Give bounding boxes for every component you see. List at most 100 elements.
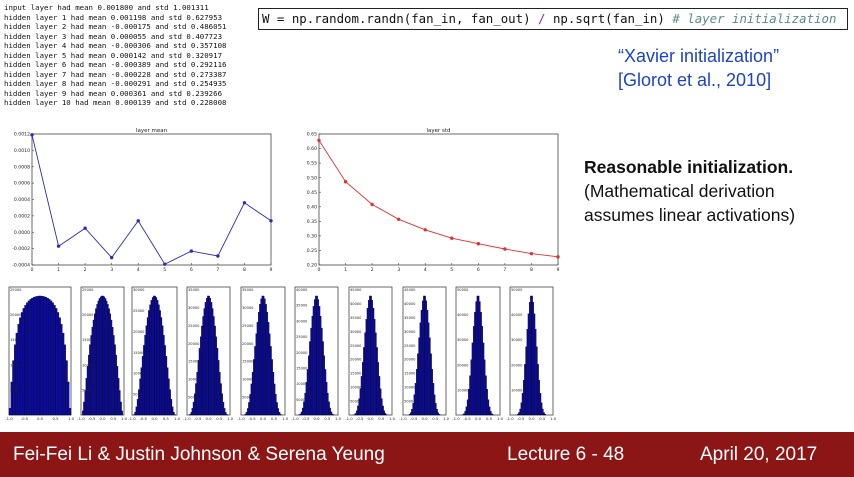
histogram-x-tick-label: 1.0 (227, 416, 234, 421)
histogram-x-tick-label: 0.0 (421, 416, 428, 421)
histogram-bar (161, 325, 164, 416)
histogram-bar (22, 308, 25, 416)
std-x-tick-label: 4 (424, 267, 427, 273)
histogram-bar (430, 353, 432, 416)
histogram-bar (143, 345, 145, 416)
histogram-bar (109, 313, 111, 416)
histogram-bar (364, 332, 366, 416)
histogram-bar (370, 295, 372, 416)
note-heading: Reasonable initialization. (584, 157, 794, 177)
histogram-bar (427, 322, 430, 416)
histogram-bar (114, 344, 116, 416)
histogram-y-tick-label: 25000 (350, 344, 362, 348)
histogram-bar (369, 295, 371, 416)
slide-footer: Fei-Fei Li & Justin Johnson & Serena Yeu… (0, 432, 854, 477)
histogram-bar (438, 414, 441, 416)
histogram-bar (365, 319, 368, 416)
histogram-y-tick-label: 5000 (296, 398, 306, 402)
std-data-point (396, 217, 401, 221)
mean-y-tick-label: 0.0006 (14, 181, 30, 187)
histogram-bar (306, 369, 309, 416)
histogram-bar (327, 392, 329, 416)
histogram-bar (200, 336, 202, 416)
histogram-bar (90, 335, 92, 416)
std-y-tick-label: 0.65 (307, 132, 317, 138)
std-x-tick-label: 8 (530, 267, 533, 273)
histogram-bar (521, 393, 524, 416)
histogram-y-tick-label: 20000 (457, 363, 469, 367)
histogram-bar (205, 297, 208, 416)
histogram-y-tick-label: 20000 (242, 342, 254, 346)
histogram-bar (148, 310, 150, 416)
histogram-y-tick-label: 20000 (188, 342, 200, 346)
histogram-bar (378, 376, 381, 416)
std-x-tick-label: 1 (344, 267, 347, 273)
histogram-x-tick-label: -0.5 (463, 416, 471, 421)
histogram-bar (356, 410, 358, 416)
histogram-y-tick-label: 40000 (457, 313, 469, 317)
histogram-y-tick-label: 20000 (350, 358, 362, 362)
histogram-bar (226, 414, 228, 416)
histogram-x-tick-label: -0.5 (140, 416, 148, 421)
histogram-bar (431, 369, 433, 416)
histogram-x-tick-label: -1.0 (452, 416, 460, 421)
histogram-bar (45, 297, 48, 416)
histogram-x-tick-label: -0.5 (88, 416, 96, 421)
histogram-x-tick-label: 0.0 (528, 416, 535, 421)
histogram-bar (538, 380, 540, 416)
histogram-x-tick-label: 1.0 (497, 416, 504, 421)
histogram-y-tick-label: 15000 (10, 338, 22, 342)
histogram-y-tick-label: 10000 (82, 363, 94, 367)
histogram-bar (213, 316, 215, 416)
histogram-x-tick-label: -1.0 (183, 416, 191, 421)
histogram-y-tick-label: 15000 (404, 372, 416, 376)
mean-x-tick-label: 8 (243, 267, 246, 273)
std-x-tick-label: 3 (397, 267, 400, 273)
histogram-bar (101, 295, 103, 416)
histogram-bar (360, 376, 363, 416)
histogram-y-tick-label: 35000 (404, 316, 416, 320)
histogram-bar (170, 399, 173, 416)
histogram-bar (420, 309, 423, 416)
std-y-tick-label: 0.20 (307, 263, 317, 269)
histogram-y-tick-label: 35000 (350, 316, 362, 320)
histogram-bar (155, 297, 158, 416)
std-data-point (556, 255, 560, 259)
histogram-bar (411, 408, 413, 416)
histogram-x-tick-label: 1.0 (550, 416, 557, 421)
histogram-bar (491, 413, 493, 416)
histogram-bar (203, 308, 206, 416)
histogram-bar (480, 311, 482, 416)
std-chart-title: layer std (426, 128, 450, 134)
histogram-x-tick-label: 0.5 (378, 416, 385, 421)
histogram-x-tick-label: -1.0 (237, 416, 245, 421)
code-operator: / (538, 11, 546, 26)
histogram-x-tick-label: -0.5 (248, 416, 256, 421)
histogram-x-tick-label: 0.0 (313, 416, 320, 421)
histogram-bar (115, 354, 117, 416)
histogram-bar (119, 390, 121, 416)
histogram-y-tick-label: 15000 (296, 366, 308, 370)
mean-data-point (269, 219, 273, 223)
histogram-bar (540, 402, 543, 416)
histogram-y-tick-label: 20000 (82, 313, 94, 317)
histogram-bar (207, 295, 209, 416)
histogram-bar (272, 372, 275, 416)
histogram-bar (219, 372, 221, 416)
mean-data-point (83, 226, 87, 230)
histogram-y-tick-label: 30000 (457, 338, 469, 342)
std-data-point (317, 138, 321, 143)
histogram-bar (223, 408, 226, 416)
histogram-bar (8, 408, 11, 416)
histogram-y-tick-label: 25000 (188, 324, 200, 328)
std-series-line (318, 140, 559, 258)
histogram-x-tick-label: 0.5 (110, 416, 117, 421)
footer-lecture: Lecture 6 - 48 (507, 444, 625, 465)
histogram-bar (220, 383, 222, 416)
histogram-y-tick-label: 25000 (133, 309, 145, 313)
histogram-bar (417, 353, 419, 416)
histogram-y-tick-label: 20000 (133, 330, 145, 334)
histogram-y-tick-label: 30000 (188, 306, 200, 310)
histogram-bar (34, 296, 37, 416)
std-x-tick-label: 5 (450, 267, 453, 273)
